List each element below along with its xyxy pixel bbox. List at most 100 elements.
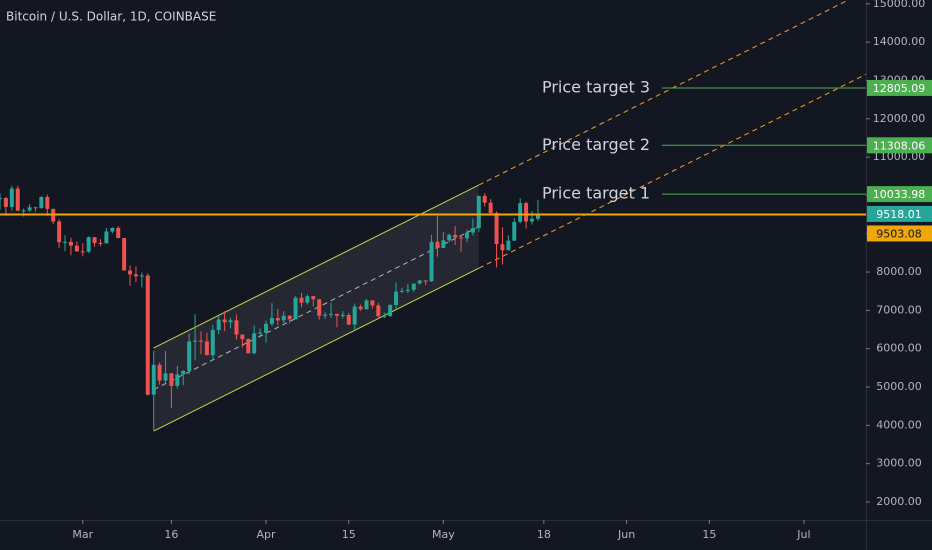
- candle-body: [494, 213, 499, 245]
- candle-body: [340, 314, 345, 316]
- candle-body: [157, 364, 162, 381]
- target-label: Price target 1: [542, 184, 650, 203]
- candle-body: [264, 323, 269, 333]
- candle-body: [175, 374, 180, 386]
- chart-title: Bitcoin / U.S. Dollar, 1D, COINBASE: [6, 10, 216, 24]
- y-tick-label: 4000.00: [876, 418, 922, 431]
- candle-body: [198, 340, 203, 342]
- candle-body: [334, 313, 339, 316]
- last-price-box: [867, 205, 932, 222]
- candle-body: [151, 364, 156, 395]
- plot-area: Price target 3 Price target 2 Price target…: [0, 0, 867, 432]
- candle-body: [145, 275, 150, 395]
- candle-body: [92, 237, 97, 243]
- candle-body: [57, 221, 62, 243]
- axes: 2000.00 3000.00 4000.00 5000.00 6000.00 7000.…: [72, 0, 932, 541]
- candle-body: [323, 314, 328, 316]
- candle-body: [423, 280, 428, 282]
- candle-body: [358, 306, 363, 310]
- x-tick-label: Jun: [617, 528, 635, 541]
- horizontal-line-label: 9503.08: [876, 227, 922, 240]
- candle-body: [488, 202, 493, 214]
- horizontal-line-box: [867, 225, 932, 242]
- candle-body: [530, 218, 535, 222]
- candle-body: [210, 329, 215, 356]
- candle-body: [305, 296, 310, 303]
- candle-body: [252, 333, 257, 354]
- candle-body: [139, 275, 144, 277]
- candle-body: [364, 300, 369, 310]
- candle-body: [33, 207, 38, 209]
- candle-body: [204, 341, 209, 356]
- x-tick-label: 15: [702, 528, 716, 541]
- target-price-label: 10033.98: [873, 188, 926, 201]
- x-tick-label: Jul: [796, 528, 810, 541]
- candle-body: [98, 242, 103, 244]
- candle-body: [376, 305, 381, 317]
- candle-body: [133, 274, 138, 277]
- candle-body: [3, 198, 8, 207]
- y-tick-label: 14000.00: [873, 35, 926, 48]
- target-price-box: [867, 186, 932, 203]
- candle-body: [476, 195, 481, 229]
- candle-body: [187, 341, 192, 371]
- channel-lower-extension: [478, 73, 867, 269]
- candle-body: [453, 234, 458, 238]
- candle-body: [240, 334, 245, 340]
- x-tick-label: May: [432, 528, 455, 541]
- x-tick-label: Apr: [256, 528, 276, 541]
- y-tick-label: 5000.00: [876, 380, 922, 393]
- candle-body: [163, 373, 168, 381]
- candle-body: [39, 196, 44, 209]
- candle-body: [535, 213, 540, 219]
- x-tick-label: 18: [537, 528, 551, 541]
- candle-body: [429, 241, 434, 282]
- candle-body: [287, 315, 292, 320]
- target-price-label: 11308.06: [873, 139, 926, 152]
- candle-body: [80, 251, 85, 253]
- candle-body: [193, 340, 198, 342]
- candle-body: [216, 319, 221, 330]
- candle-body: [405, 289, 410, 291]
- candle-body: [63, 241, 68, 243]
- candle-body: [299, 297, 304, 303]
- channel-lower: [153, 267, 480, 432]
- target-price-box: [867, 137, 932, 154]
- candle-body: [45, 196, 50, 209]
- candle-body: [104, 231, 109, 244]
- candle-body: [169, 373, 174, 386]
- y-tick-label: 3000.00: [876, 457, 922, 470]
- target-price-label: 12805.09: [873, 82, 926, 95]
- candle-body: [329, 313, 334, 315]
- candle-body: [181, 370, 186, 375]
- candle-body: [317, 299, 322, 316]
- candle-body: [222, 319, 227, 323]
- candle-body: [15, 188, 20, 211]
- candle-body: [110, 228, 115, 232]
- y-tick-label: 12000.00: [873, 112, 926, 125]
- candle-body: [128, 270, 133, 275]
- last-price-label: 9518.01: [876, 208, 922, 221]
- candle-body: [122, 237, 127, 271]
- candle-body: [411, 283, 416, 290]
- candle-body: [447, 234, 452, 241]
- candle-body: [417, 280, 422, 284]
- x-tick-label: 16: [164, 528, 178, 541]
- candle-body: [388, 305, 393, 317]
- candle-body: [394, 291, 399, 306]
- candle-body: [524, 203, 529, 222]
- y-tick-label: 15000.00: [873, 0, 926, 10]
- y-tick-label: 6000.00: [876, 342, 922, 355]
- candle-body: [293, 297, 298, 320]
- candle-body: [470, 228, 475, 233]
- y-tick-label: 2000.00: [876, 495, 922, 508]
- channel-upper: [153, 184, 480, 349]
- candle-body: [399, 290, 404, 292]
- candle-body: [311, 296, 316, 300]
- candle-body: [352, 306, 357, 325]
- candle-body: [228, 320, 233, 323]
- candle-body: [21, 210, 26, 212]
- candle-body: [506, 240, 511, 251]
